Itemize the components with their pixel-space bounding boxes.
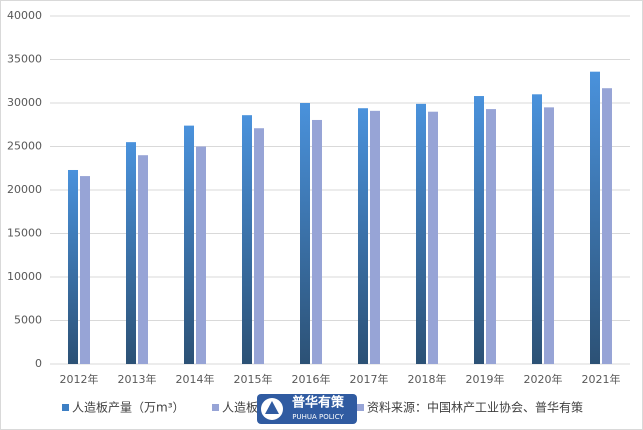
legend-swatch [62, 404, 69, 411]
watermark-subtitle: PUHUA POLICY [292, 413, 344, 421]
x-tick-label: 2013年 [118, 372, 157, 386]
source-note: 资料来源：中国林产工业协会、普华有策 [367, 400, 583, 415]
bar [80, 176, 90, 364]
y-tick-label: 5000 [14, 314, 42, 327]
bar [590, 71, 600, 365]
x-tick-label: 2016年 [292, 372, 331, 386]
watermark-box [257, 394, 357, 424]
bar [196, 146, 206, 364]
x-tick-label: 2017年 [350, 372, 389, 386]
x-tick-label: 2021年 [582, 372, 621, 386]
bar [416, 103, 426, 365]
bar [532, 94, 542, 365]
x-tick-label: 2018年 [408, 372, 447, 386]
x-tick-label: 2015年 [234, 372, 273, 386]
legend-label: 人造板 [222, 401, 258, 415]
bar [428, 111, 438, 364]
watermark: 普华有策 PUHUA POLICY [257, 394, 357, 424]
y-tick-label: 35000 [7, 53, 42, 66]
y-tick-label: 20000 [7, 183, 42, 196]
legend-label: 人造板产量（万m³） [72, 401, 185, 415]
bar [358, 108, 368, 364]
bar [300, 103, 310, 364]
y-tick-label: 40000 [7, 9, 42, 22]
y-tick-label: 15000 [7, 227, 42, 240]
legend-swatch [212, 404, 219, 411]
bar [370, 110, 380, 364]
y-tick-label: 0 [35, 357, 42, 370]
bar [242, 115, 252, 365]
y-tick-label: 25000 [7, 140, 42, 153]
x-tick-label: 2019年 [466, 372, 505, 386]
watermark-title: 普华有策 [292, 395, 345, 411]
bar [254, 128, 264, 364]
x-tick-label: 2020年 [524, 372, 563, 386]
y-tick-label: 10000 [7, 270, 42, 283]
bar [312, 119, 322, 364]
bar [68, 169, 78, 364]
bar [138, 155, 148, 364]
bar [126, 142, 136, 364]
watermark-logo-shape [265, 401, 279, 414]
y-tick-label: 30000 [7, 96, 42, 109]
x-tick-label: 2014年 [176, 372, 215, 386]
bar [602, 88, 612, 365]
bar [544, 107, 554, 364]
legend-swatch [357, 404, 364, 411]
bar [486, 109, 496, 364]
x-tick-label: 2012年 [60, 372, 99, 386]
bar [474, 96, 484, 364]
bar [184, 125, 194, 365]
legend: 人造板产量（万m³） 人造板 [62, 401, 364, 415]
